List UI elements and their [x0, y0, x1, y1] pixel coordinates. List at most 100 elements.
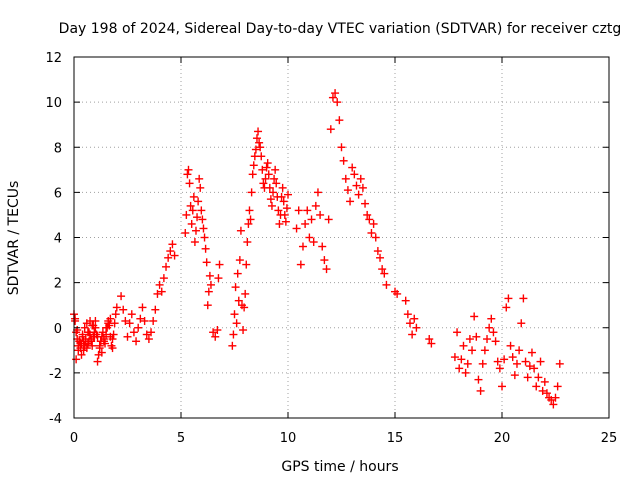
data-point [352, 181, 361, 190]
data-point [144, 335, 153, 344]
data-point [356, 174, 365, 183]
data-point [498, 382, 506, 391]
x-tick-label: 10 [280, 431, 297, 446]
data-point [140, 316, 149, 325]
data-point [262, 163, 271, 172]
data-point [104, 319, 113, 328]
data-point [211, 332, 220, 341]
data-point [555, 359, 564, 368]
data-point [367, 228, 376, 237]
data-point [358, 183, 367, 192]
data-point [530, 364, 539, 373]
data-point [284, 190, 292, 199]
data-point [186, 201, 195, 210]
data-point [102, 330, 111, 339]
data-point [453, 328, 462, 337]
data-point [119, 305, 128, 314]
data-point [480, 346, 489, 355]
data-point [256, 143, 265, 152]
data-point [189, 192, 198, 201]
data-point [294, 206, 303, 215]
data-point [427, 339, 436, 348]
data-point [162, 262, 171, 271]
y-tick-label: 0 [54, 322, 62, 337]
data-point [322, 265, 331, 274]
data-point [263, 159, 272, 168]
data-point [257, 152, 266, 161]
data-point [259, 179, 268, 188]
data-point [254, 127, 263, 136]
data-point [185, 179, 194, 188]
data-point [203, 301, 212, 310]
data-point [71, 314, 80, 323]
data-point [197, 206, 206, 215]
data-point [410, 314, 419, 323]
data-point [523, 373, 532, 382]
data-point [188, 206, 197, 215]
data-point [472, 332, 481, 341]
data-point [376, 253, 385, 262]
y-tick-label: 6 [54, 186, 62, 201]
data-point [301, 219, 310, 228]
data-point [408, 330, 417, 339]
data-point [303, 206, 312, 215]
data-point [200, 233, 209, 242]
data-point [72, 355, 81, 364]
data-point [108, 344, 117, 353]
data-point [138, 303, 147, 312]
data-point [365, 215, 374, 224]
grid [74, 57, 609, 418]
data-point [540, 377, 549, 386]
data-point [201, 244, 210, 253]
data-point [230, 310, 239, 319]
data-point [275, 219, 284, 228]
data-point [292, 224, 301, 233]
data-point [549, 400, 558, 409]
data-point [78, 330, 87, 339]
data-point [532, 382, 541, 391]
y-tick-label: -4 [49, 412, 62, 427]
data-point [234, 296, 243, 305]
data-point [142, 330, 151, 339]
data-point [183, 170, 192, 179]
data-point [242, 260, 251, 269]
x-tick-label: 25 [601, 431, 618, 446]
data-point [369, 219, 378, 228]
data-point [307, 215, 316, 224]
data-point [79, 346, 88, 355]
data-point [229, 330, 238, 339]
data-point [127, 310, 136, 319]
data-point [243, 238, 252, 247]
data-point [536, 357, 545, 366]
data-point [236, 226, 245, 235]
data-point [333, 98, 342, 107]
data-point [309, 238, 318, 247]
data-point [378, 265, 387, 274]
data-point [553, 382, 562, 391]
data-point [316, 210, 325, 219]
y-axis-title: SDTVAR / TECUs [6, 181, 22, 296]
data-point [463, 359, 472, 368]
data-point [459, 341, 468, 350]
data-point [209, 328, 218, 337]
data-point [538, 386, 547, 395]
data-point [271, 165, 280, 174]
data-point [298, 242, 307, 251]
data-point [102, 323, 111, 332]
data-point [393, 289, 402, 298]
y-tick-label: 4 [54, 232, 62, 247]
data-point [129, 328, 138, 337]
data-point [504, 294, 513, 303]
data-point [95, 341, 104, 350]
data-point [194, 197, 203, 206]
data-point [495, 364, 504, 373]
data-point [244, 219, 253, 228]
data-point [278, 183, 287, 192]
data-point [512, 359, 521, 368]
data-point [311, 201, 320, 210]
data-point [274, 206, 283, 215]
data-point [99, 337, 108, 346]
data-point [521, 357, 530, 366]
data-point [182, 210, 191, 219]
data-point [166, 247, 175, 256]
